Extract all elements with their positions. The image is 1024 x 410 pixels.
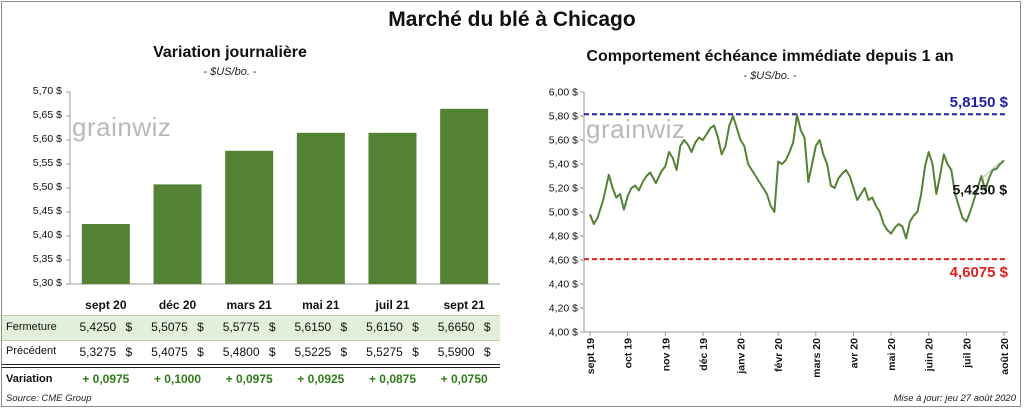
line-x-tick-label: août 20	[999, 338, 1011, 375]
bar-y-tick-label: 5,70 $	[32, 85, 62, 97]
bar-category-label: déc 20	[158, 298, 197, 312]
bar-category-label: sept 20	[85, 298, 127, 312]
price-series-line	[589, 113, 1005, 240]
table-cell: 5,5075 $	[151, 320, 204, 334]
table-cell: + 0,0975	[82, 372, 130, 386]
left-panel-title: Variation journalière	[153, 44, 307, 61]
bar-3	[296, 132, 345, 284]
table-cell: + 0,0875	[368, 372, 417, 386]
bar-0	[81, 224, 130, 284]
watermark-right: grainwiz	[586, 114, 686, 144]
table-cell: 5,4250 $	[79, 320, 133, 334]
table-row-fermeture: Fermeture	[2, 315, 500, 341]
line-x-tick-label: déc 19	[698, 338, 710, 371]
line-x-tick-label: juil 20	[961, 338, 973, 369]
bar-y-tick-label: 5,45 $	[32, 205, 62, 217]
line-y-tick-label: 4,00 $	[549, 327, 578, 339]
bar-y-tick-label: 5,40 $	[32, 229, 62, 241]
table-cell: + 0,1000	[153, 372, 202, 386]
line-x-tick-label: juin 20	[924, 338, 936, 372]
line-x-tick-label: nov 19	[660, 338, 672, 371]
bar-category-label: mars 21	[226, 298, 272, 312]
table-cell: + 0,0925	[297, 372, 345, 386]
line-y-tick-label: 6,00 $	[549, 87, 578, 99]
table-cell: + 0,0975	[225, 372, 273, 386]
line-y-tick-label: 4,60 $	[549, 255, 578, 267]
table-cell: 5,5775 $	[222, 320, 276, 334]
bar-5	[440, 108, 489, 284]
line-x-tick-label: avr 20	[848, 338, 860, 369]
bar-y-tick-label: 5,55 $	[32, 157, 62, 169]
line-y-tick-label: 5,20 $	[549, 183, 578, 195]
line-y-tick-label: 4,20 $	[549, 303, 578, 315]
bar-y-tick-label: 5,30 $	[32, 277, 62, 289]
left-panel-unit: - $US/bo. -	[203, 66, 257, 78]
table-cell: 5,6150 $	[294, 320, 348, 334]
bar-category-label: juil 21	[375, 298, 410, 312]
line-y-tick-label: 4,40 $	[549, 279, 578, 291]
table-row-variation: Variation	[2, 367, 500, 392]
table-cell: 5,5225 $	[294, 345, 348, 359]
row-label: Fermeture	[6, 321, 57, 333]
page-title: Marché du blé à Chicago	[388, 8, 636, 31]
line-x-tick-label: févr 20	[773, 338, 785, 372]
line-y-tick-label: 4,80 $	[549, 231, 578, 243]
line-y-tick-label: 5,00 $	[549, 207, 578, 219]
source-note: Source: CME Group	[6, 393, 92, 404]
bar-y-tick-label: 5,35 $	[32, 253, 62, 265]
watermark-left: grainwiz	[72, 112, 172, 142]
line-y-tick-label: 5,60 $	[549, 135, 578, 147]
high-reference-label: 5,8150 $	[950, 94, 1009, 111]
right-panel-title: Comportement échéance immédiate depuis 1…	[586, 48, 954, 65]
table-row-precedent: Précédent	[2, 340, 500, 365]
table-cell: 5,5275 $	[366, 345, 419, 359]
bar-category-label: mai 21	[302, 298, 340, 312]
line-x-tick-label: oct 19	[623, 338, 635, 369]
low-reference-label: 4,6075 $	[950, 264, 1009, 281]
bar-y-tick-label: 5,65 $	[32, 109, 62, 121]
bar-4	[368, 132, 417, 284]
last-value-leader	[981, 162, 1001, 179]
table-cell: 5,6650 $	[437, 320, 491, 334]
bar-y-tick-label: 5,60 $	[32, 133, 62, 145]
table-cell: 5,5900 $	[437, 345, 491, 359]
table-cell: + 0,0750	[440, 372, 488, 386]
right-panel-unit: - $US/bo. -	[743, 70, 797, 82]
line-x-tick-label: mai 20	[886, 338, 898, 371]
line-x-tick-label: sept 19	[585, 338, 597, 374]
update-note: Mise à jour: jeu 27 août 2020	[893, 393, 1016, 404]
line-x-tick-label: janv 20	[736, 338, 748, 375]
table-cell: 5,6150 $	[366, 320, 419, 334]
bar-y-tick-label: 5,50 $	[32, 181, 62, 193]
bar-category-label: sept 21	[443, 298, 485, 312]
line-y-tick-label: 5,80 $	[549, 111, 578, 123]
row-label: Précédent	[6, 345, 57, 357]
bar-1	[153, 184, 202, 284]
bar-2	[225, 150, 274, 284]
table-cell: 5,3275 $	[79, 345, 133, 359]
row-label: Variation	[6, 373, 53, 385]
table-cell: 5,4075 $	[151, 345, 204, 359]
line-x-tick-label: mars 20	[811, 338, 823, 378]
table-cell: 5,4800 $	[222, 345, 276, 359]
last-value-label: 5,4250 $	[953, 181, 1008, 197]
line-y-tick-label: 5,40 $	[549, 159, 578, 171]
